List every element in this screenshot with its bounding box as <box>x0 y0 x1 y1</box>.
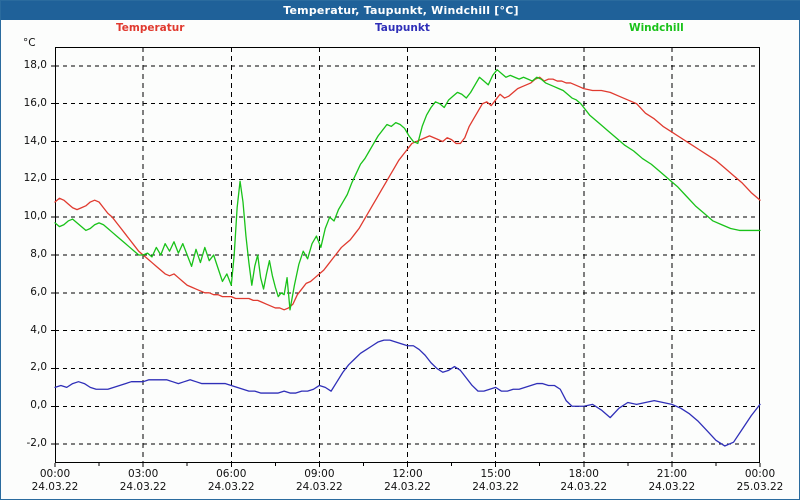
y-tick-label: 18,0 <box>23 58 47 71</box>
x-tick-label: 15:00 24.03.22 <box>460 468 532 494</box>
x-tick-time: 06:00 <box>216 468 247 480</box>
x-tick-time: 21:00 <box>656 468 687 480</box>
y-tick-label: 12,0 <box>23 172 47 185</box>
x-tick-label: 18:00 24.03.22 <box>548 468 620 494</box>
legend-item-windchill: Windchill <box>629 22 684 34</box>
x-tick-time: 09:00 <box>304 468 335 480</box>
window-titlebar: Temperatur, Taupunkt, Windchill [°C] <box>1 1 800 20</box>
x-tick-date: 24.03.22 <box>119 481 167 493</box>
legend-item-temperatur: Temperatur <box>116 22 185 34</box>
x-tick-label: 03:00 24.03.22 <box>107 468 179 494</box>
x-tick-time: 18:00 <box>568 468 599 480</box>
x-tick-time: 00:00 <box>39 468 71 480</box>
y-tick-label: 0,0 <box>30 399 47 412</box>
x-tick-date: 24.03.22 <box>207 481 255 493</box>
x-tick-label: 06:00 24.03.22 <box>195 468 267 494</box>
x-tick-time: 15:00 <box>480 468 511 480</box>
x-tick-date: 24.03.22 <box>31 481 79 493</box>
x-tick-label: 09:00 24.03.22 <box>283 468 355 494</box>
x-tick-date: 24.03.22 <box>384 481 431 493</box>
x-tick-label: 00:00 25.03.22 <box>724 468 796 494</box>
x-tick-date: 25.03.22 <box>736 481 784 493</box>
y-tick-label: -2,0 <box>26 437 48 450</box>
x-tick-label: 12:00 24.03.22 <box>372 468 444 494</box>
y-tick-label: 6,0 <box>30 285 47 298</box>
x-tick-label: 21:00 24.03.22 <box>636 468 708 494</box>
x-tick-time: 12:00 <box>392 468 423 480</box>
y-axis-unit-label: °C <box>23 37 36 49</box>
window-title: Temperatur, Taupunkt, Windchill [°C] <box>283 4 519 17</box>
y-tick-label: 16,0 <box>23 96 47 109</box>
y-tick-label: 4,0 <box>30 323 47 336</box>
y-tick-label: 10,0 <box>23 210 47 223</box>
x-tick-date: 24.03.22 <box>472 481 519 493</box>
legend-item-taupunkt: Taupunkt <box>375 22 430 34</box>
x-tick-label: 00:00 24.03.22 <box>19 468 91 494</box>
x-tick-date: 24.03.22 <box>648 481 696 493</box>
x-tick-date: 24.03.22 <box>560 481 608 493</box>
y-tick-label: 8,0 <box>30 248 47 260</box>
y-tick-label: 2,0 <box>30 361 47 374</box>
x-tick-time: 03:00 <box>127 468 159 480</box>
plot-series-lines <box>54 69 761 447</box>
plot-area <box>51 47 761 467</box>
x-tick-date: 24.03.22 <box>295 481 343 493</box>
chart-legend: Temperatur Taupunkt Windchill <box>1 20 800 40</box>
y-tick-label: 14,0 <box>23 134 47 147</box>
x-tick-time: 00:00 <box>744 468 776 480</box>
